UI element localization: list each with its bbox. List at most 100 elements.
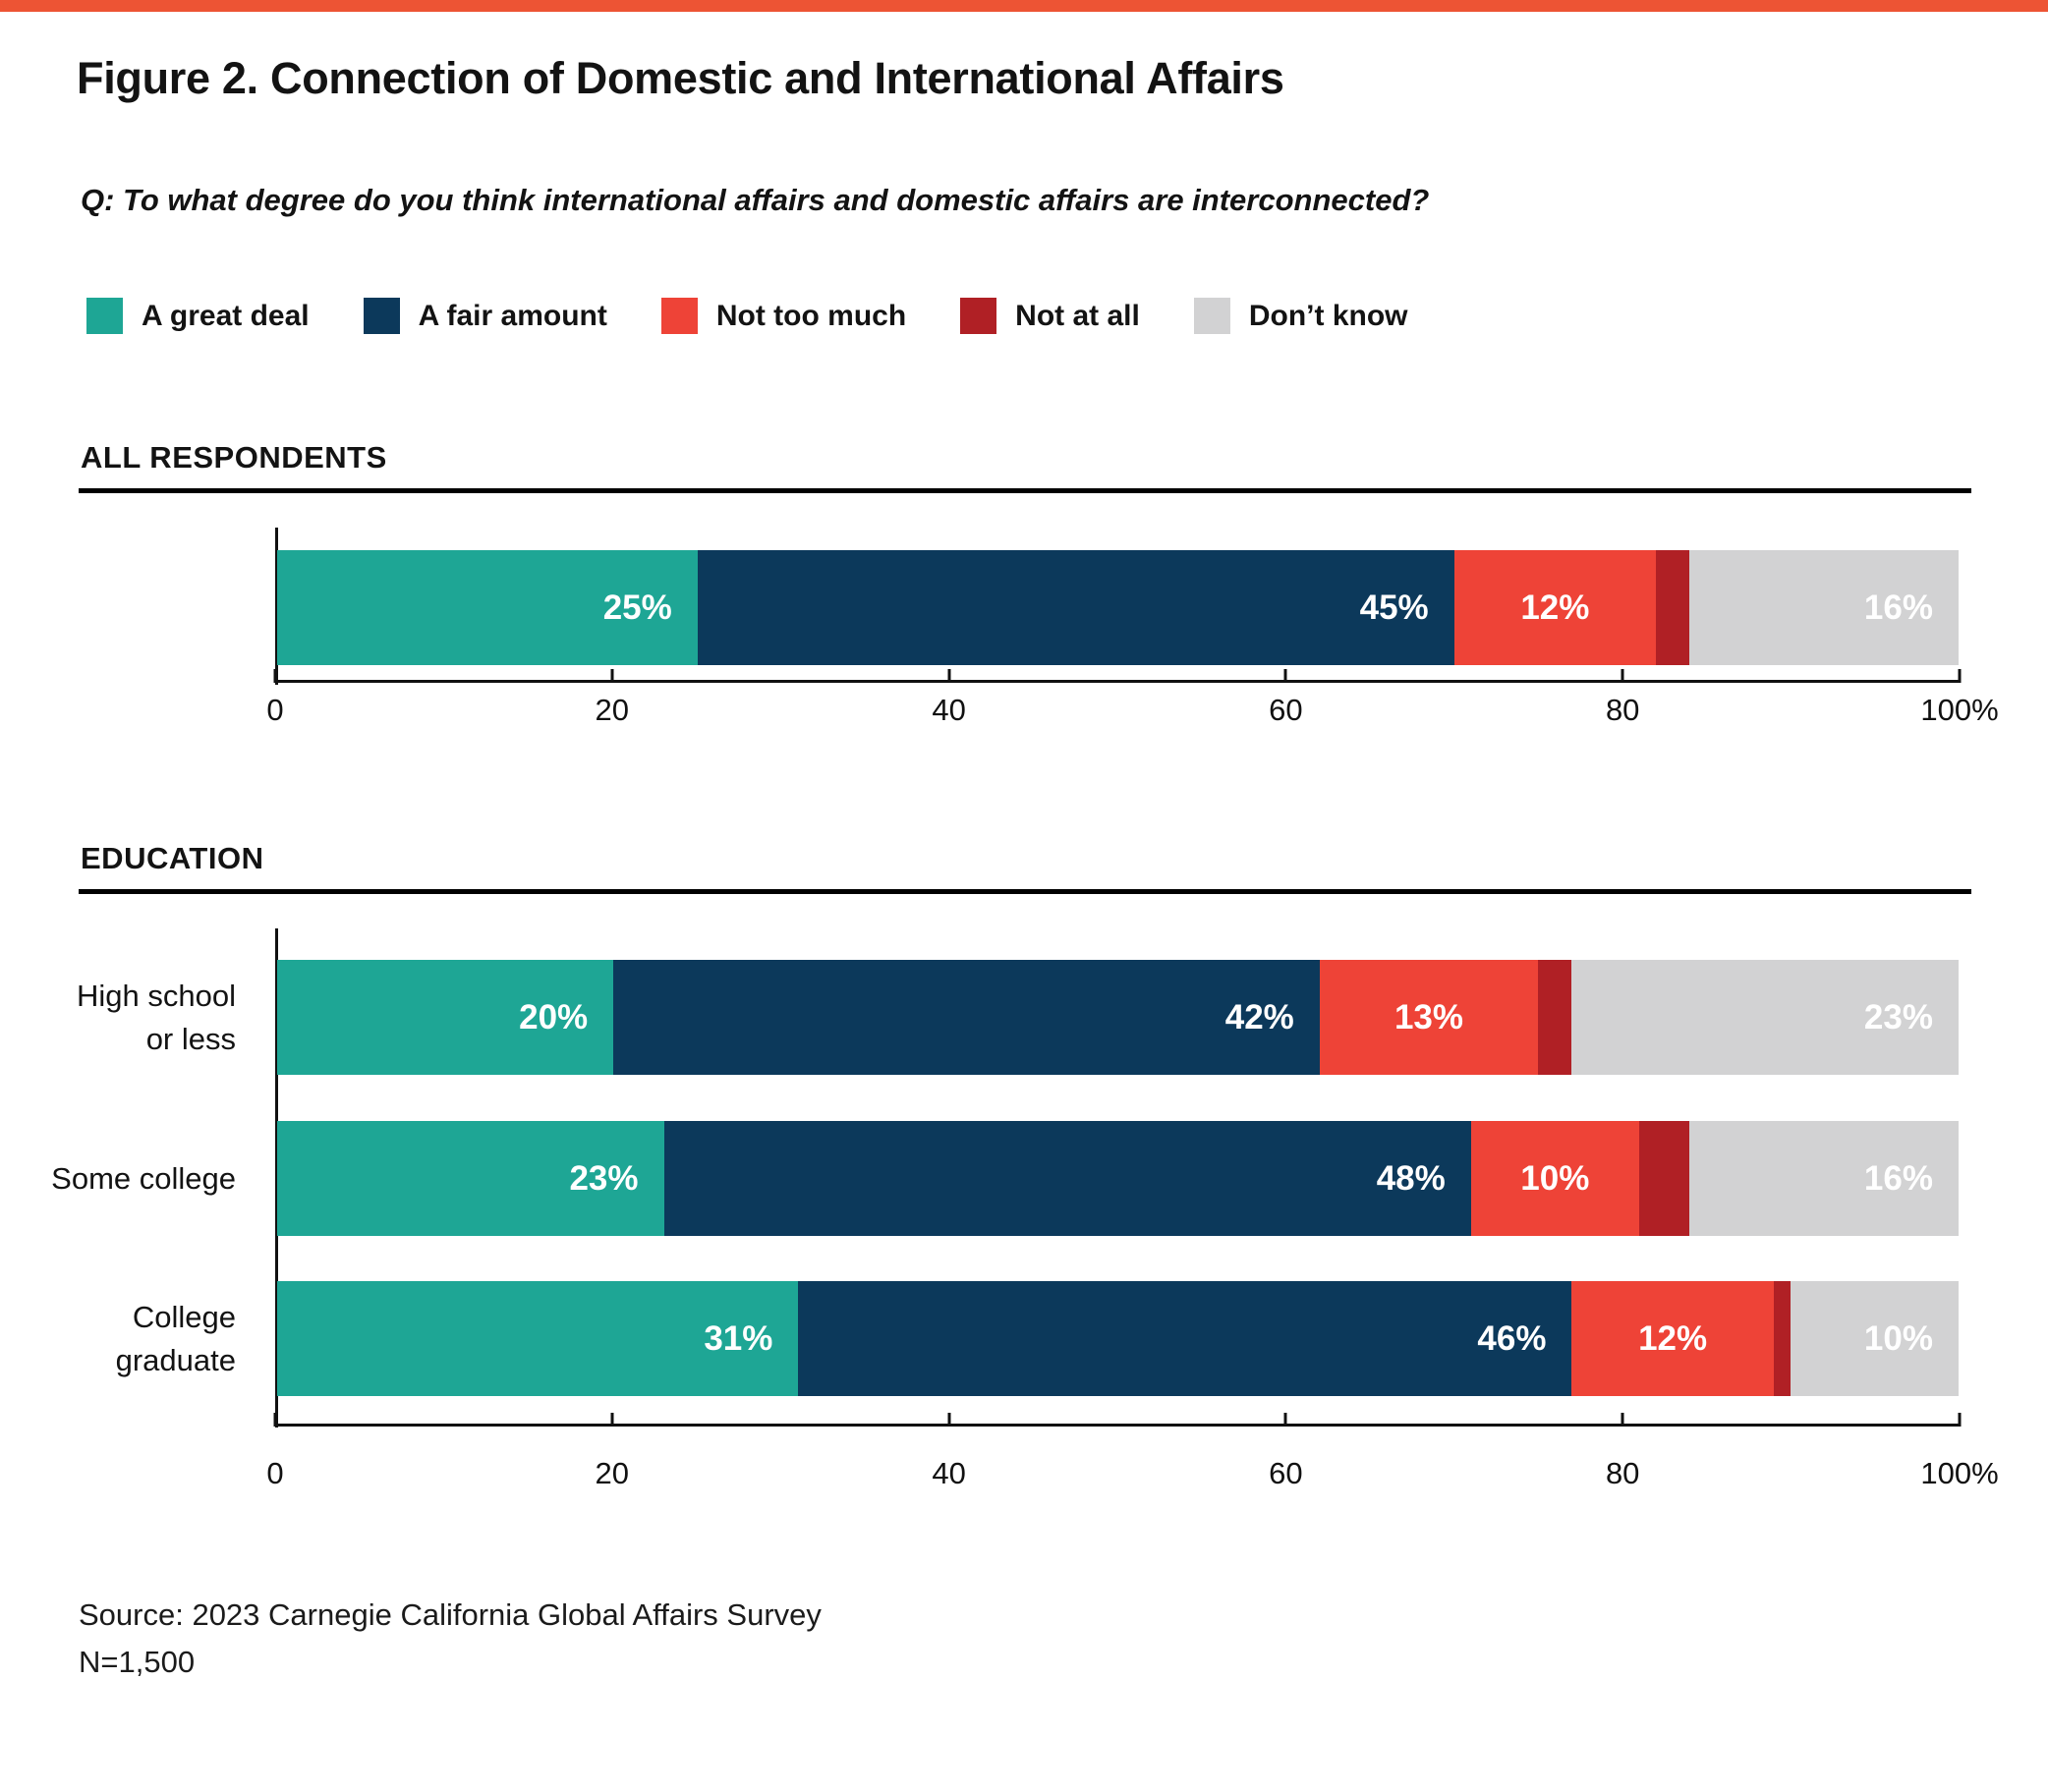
bar-value-label: 12% bbox=[1638, 1318, 1708, 1358]
axis-tick-label: 40 bbox=[932, 693, 966, 727]
section-header-education: EDUCATION bbox=[81, 841, 264, 875]
axis-tick bbox=[1621, 1413, 1624, 1427]
bar-segment-not-at-all bbox=[1638, 1121, 1690, 1236]
figure-title: Figure 2. Connection of Domestic and Int… bbox=[77, 53, 1284, 103]
bar-segment-not-too-much: 13% bbox=[1319, 960, 1539, 1075]
bar-value-label: 25% bbox=[602, 588, 672, 627]
legend-swatch-don-t-know bbox=[1193, 298, 1230, 334]
axis-tick-label: 100% bbox=[1920, 1456, 1999, 1490]
legend: A great deal A fair amount Not too much Not… bbox=[86, 298, 1408, 334]
category-label-college-graduate: College graduate bbox=[0, 1281, 236, 1396]
bar-segment-a-fair-amount: 46% bbox=[798, 1281, 1572, 1396]
bar-value-label: 12% bbox=[1520, 588, 1590, 627]
bar-value-label: 20% bbox=[519, 997, 589, 1036]
bar-value-label: 42% bbox=[1224, 997, 1294, 1036]
bar-segment-a-great-deal: 23% bbox=[277, 1121, 664, 1236]
axis-tick bbox=[947, 1413, 951, 1427]
axis-tick-label: 20 bbox=[595, 693, 630, 727]
stacked-bar-high-school-or-less: 20% 42% 13% 23% bbox=[277, 960, 1959, 1075]
bar-segment-not-too-much: 10% bbox=[1470, 1121, 1639, 1236]
axis-tick-label: 60 bbox=[1269, 693, 1303, 727]
bar-value-label: 23% bbox=[569, 1158, 639, 1198]
bar-segment-a-great-deal: 20% bbox=[277, 960, 614, 1075]
category-label-line: or less bbox=[145, 1021, 236, 1056]
legend-swatch-a-great-deal bbox=[86, 298, 123, 334]
axis-tick-label: 100% bbox=[1920, 693, 1999, 727]
survey-question: Q: To what degree do you think internati… bbox=[81, 183, 1430, 217]
source-note: Source: 2023 Carnegie California Global … bbox=[79, 1597, 822, 1632]
axis-tick bbox=[273, 1413, 277, 1427]
bar-segment-don-t-know: 16% bbox=[1689, 1121, 1959, 1236]
bar-value-label: 16% bbox=[1863, 588, 1933, 627]
bar-segment-not-too-much: 12% bbox=[1453, 550, 1656, 665]
axis-tick bbox=[1958, 1413, 1962, 1427]
section-divider bbox=[79, 488, 1971, 493]
bar-segment-don-t-know: 16% bbox=[1689, 550, 1959, 665]
y-axis-line bbox=[275, 928, 278, 1428]
bar-segment-not-at-all bbox=[1538, 960, 1572, 1075]
stacked-bar-some-college: 23% 48% 10% 16% bbox=[277, 1121, 1959, 1236]
category-label-line: High school bbox=[77, 978, 236, 1013]
bar-segment-a-great-deal: 25% bbox=[277, 550, 698, 665]
category-label-line: Some college bbox=[51, 1160, 236, 1196]
section-header-all-respondents: ALL RESPONDENTS bbox=[81, 440, 387, 475]
category-label-some-college: Some college bbox=[0, 1121, 236, 1236]
axis-tick-label: 80 bbox=[1605, 1456, 1640, 1490]
axis-tick bbox=[1283, 669, 1287, 683]
bar-value-label: 46% bbox=[1477, 1318, 1547, 1358]
axis-tick-label: 0 bbox=[266, 693, 284, 727]
legend-item-a-fair-amount: A fair amount bbox=[363, 298, 607, 334]
legend-item-not-at-all: Not at all bbox=[960, 298, 1140, 334]
bar-segment-a-great-deal: 31% bbox=[277, 1281, 799, 1396]
x-axis bbox=[273, 669, 1962, 683]
accent-topbar bbox=[0, 0, 2048, 12]
legend-item-a-great-deal: A great deal bbox=[86, 298, 310, 334]
sample-size-note: N=1,500 bbox=[79, 1645, 196, 1679]
axis-tick bbox=[1283, 1413, 1287, 1427]
legend-label: Don’t know bbox=[1248, 299, 1408, 332]
axis-tick bbox=[610, 669, 614, 683]
legend-swatch-a-fair-amount bbox=[363, 298, 400, 334]
x-axis-labels: 0 20 40 60 80 100% bbox=[266, 693, 1998, 732]
x-axis bbox=[273, 1413, 1962, 1427]
legend-item-not-too-much: Not too much bbox=[660, 298, 907, 334]
section-divider bbox=[79, 889, 1971, 894]
bar-segment-don-t-know: 10% bbox=[1790, 1281, 1959, 1396]
axis-tick bbox=[273, 669, 277, 683]
axis-tick bbox=[610, 1413, 614, 1427]
axis-tick bbox=[1958, 669, 1962, 683]
legend-swatch-not-too-much bbox=[660, 298, 698, 334]
axis-tick bbox=[947, 669, 951, 683]
bar-value-label: 13% bbox=[1394, 997, 1464, 1036]
bar-value-label: 10% bbox=[1520, 1158, 1590, 1198]
category-label-high-school-or-less: High school or less bbox=[0, 960, 236, 1075]
bar-segment-a-fair-amount: 48% bbox=[663, 1121, 1471, 1236]
stacked-bar-college-graduate: 31% 46% 12% 10% bbox=[277, 1281, 1959, 1396]
bar-value-label: 48% bbox=[1376, 1158, 1446, 1198]
bar-segment-not-at-all bbox=[1656, 550, 1690, 665]
legend-label: Not at all bbox=[1015, 299, 1140, 332]
legend-label: Not too much bbox=[715, 299, 907, 332]
bar-segment-a-fair-amount: 42% bbox=[613, 960, 1320, 1075]
category-label-line: graduate bbox=[115, 1342, 236, 1377]
axis-tick-label: 80 bbox=[1605, 693, 1640, 727]
axis-tick-label: 20 bbox=[595, 1456, 630, 1490]
x-axis-labels: 0 20 40 60 80 100% bbox=[266, 1456, 1998, 1495]
axis-tick-label: 40 bbox=[932, 1456, 966, 1490]
axis-tick-label: 60 bbox=[1269, 1456, 1303, 1490]
bar-segment-don-t-know: 23% bbox=[1571, 960, 1959, 1075]
y-axis-line bbox=[275, 528, 278, 685]
bar-segment-a-fair-amount: 45% bbox=[697, 550, 1454, 665]
stacked-bar-all-respondents: 25% 45% 12% 16% bbox=[277, 550, 1959, 665]
axis-tick bbox=[1621, 669, 1624, 683]
bar-value-label: 23% bbox=[1863, 997, 1933, 1036]
bar-segment-not-at-all bbox=[1773, 1281, 1791, 1396]
bar-value-label: 10% bbox=[1863, 1318, 1933, 1358]
category-label-line: College bbox=[132, 1299, 236, 1334]
legend-label: A fair amount bbox=[418, 299, 607, 332]
legend-label: A great deal bbox=[142, 299, 310, 332]
bar-value-label: 16% bbox=[1863, 1158, 1933, 1198]
legend-item-don-t-know: Don’t know bbox=[1193, 298, 1408, 334]
legend-swatch-not-at-all bbox=[960, 298, 997, 334]
